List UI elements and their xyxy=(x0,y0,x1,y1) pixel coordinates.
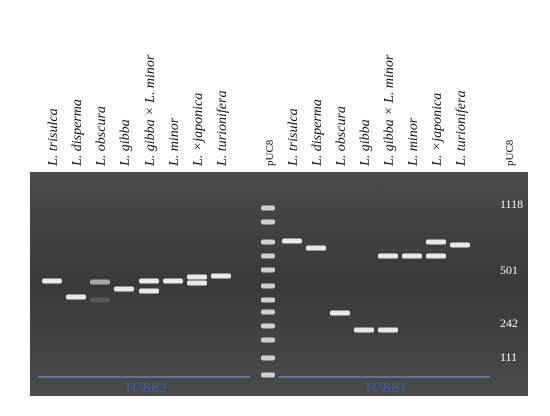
lane-label: L. minor xyxy=(167,117,182,167)
band xyxy=(282,238,302,244)
band xyxy=(211,273,231,279)
band xyxy=(139,288,159,294)
band xyxy=(42,278,62,284)
band xyxy=(354,327,374,333)
lane-label: L. gibba xyxy=(118,119,133,167)
lane-label: L. turionifera xyxy=(215,91,230,167)
band xyxy=(163,278,183,284)
size-label: 1118 xyxy=(500,197,523,211)
lane-label: L. obscura xyxy=(94,106,109,167)
band xyxy=(261,323,275,329)
band xyxy=(261,297,275,303)
band xyxy=(187,280,207,286)
band xyxy=(90,279,110,285)
lane-label: L. gibba × L. minor xyxy=(143,54,158,167)
band xyxy=(66,294,86,300)
lane-label: pUC8 xyxy=(264,139,276,166)
band xyxy=(402,253,422,259)
lane-label: L. trisulca xyxy=(46,108,61,167)
band xyxy=(261,239,275,245)
size-label: 242 xyxy=(500,316,518,330)
lane-label: L. gibba × L. minor xyxy=(382,54,397,167)
band xyxy=(378,253,398,259)
band xyxy=(330,310,350,316)
band xyxy=(261,337,275,343)
lane-label: L. disperma xyxy=(70,99,85,167)
band xyxy=(261,253,275,259)
band xyxy=(261,309,275,315)
band xyxy=(90,297,110,303)
group-label: TUBB1 xyxy=(364,381,406,396)
band xyxy=(261,267,275,273)
lane-label: L. ×japonica xyxy=(191,93,206,167)
band xyxy=(426,253,446,259)
band xyxy=(261,219,275,225)
lane-label: pUC8 xyxy=(504,139,516,166)
lane-label: L. obscura xyxy=(334,106,349,167)
lane-label: L. turionifera xyxy=(454,91,469,167)
band xyxy=(261,355,275,361)
band xyxy=(426,239,446,245)
size-label: 111 xyxy=(500,350,517,364)
band xyxy=(306,245,326,251)
lane-label: L. disperma xyxy=(310,99,325,167)
band xyxy=(261,283,275,289)
lane-label: L. minor xyxy=(406,117,421,167)
band xyxy=(450,242,470,248)
band xyxy=(187,274,207,280)
band xyxy=(114,286,134,292)
band xyxy=(261,372,275,378)
lane-label: L. gibba xyxy=(358,119,373,167)
band xyxy=(261,205,275,211)
lane-label: L. ×japonica xyxy=(430,93,445,167)
gel-background xyxy=(30,172,528,396)
size-label: 501 xyxy=(500,263,518,277)
lane-label: L. trisulca xyxy=(286,108,301,167)
group-label: TUBB2 xyxy=(124,381,166,396)
band xyxy=(378,327,398,333)
band xyxy=(139,278,159,284)
